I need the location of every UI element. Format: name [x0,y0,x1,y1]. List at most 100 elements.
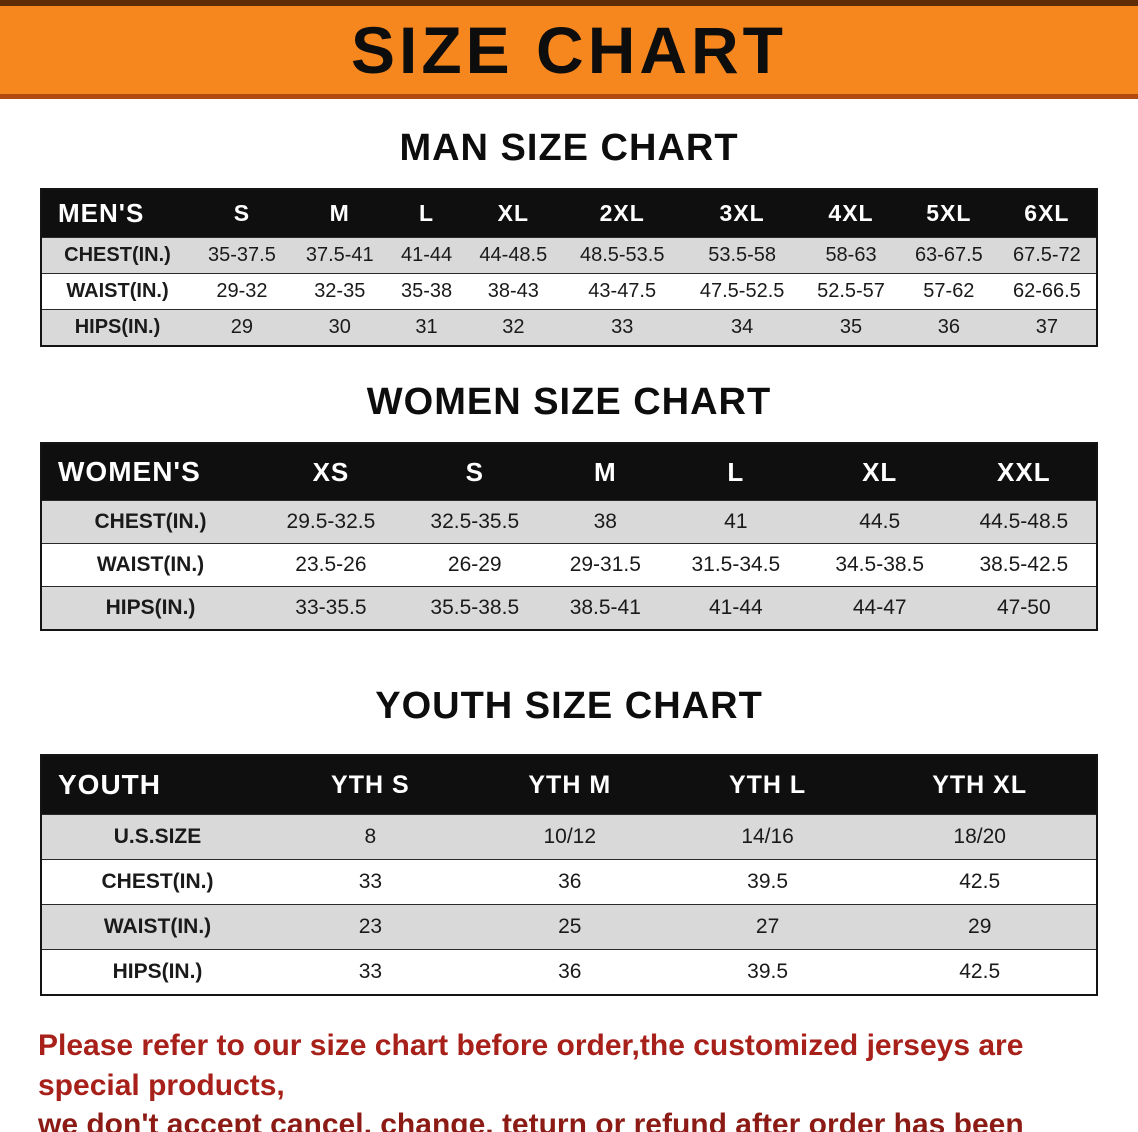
youth-header-cell: YTH M [467,755,672,815]
size-cell: 37 [1035,316,1059,338]
men-header-cell: 4XL [802,189,900,238]
size-cell: 41-44 [400,244,453,266]
size-cell: 42.5 [959,960,1001,983]
men-section: MAN SIZE CHART MEN'S S M L XL 2XL 3XL 4X… [0,127,1138,347]
page-title: SIZE CHART [351,13,787,87]
table-row: CHEST(IN.) 29.5-32.5 32.5-35.5 38 41 44.… [41,500,1097,544]
youth-size-table: YOUTH YTH S YTH M YTH L YTH XL U.S.SIZE … [40,754,1098,996]
youth-section: YOUTH SIZE CHART YOUTH YTH S YTH M YTH L… [0,685,1138,996]
size-cell: 35-37.5 [208,244,276,266]
size-cell: 41 [724,510,748,533]
size-cell: 35 [839,316,863,338]
size-cell: 63-67.5 [914,244,983,266]
youth-section-heading: YOUTH SIZE CHART [375,685,763,727]
women-header-row: WOMEN'S XS S M L XL XXL [41,443,1097,501]
size-cell: 57-62 [923,280,975,302]
size-cell: 67.5-72 [1012,244,1081,266]
men-section-heading: MAN SIZE CHART [399,127,739,169]
size-cell: 32.5-35.5 [430,510,520,533]
youth-header-cell: YTH XL [863,755,1097,815]
row-label: U.S.SIZE [113,825,202,848]
men-header-row: MEN'S S M L XL 2XL 3XL 4XL 5XL 6XL [41,189,1097,238]
disclaimer-note: Please refer to our size chart before or… [38,1026,1100,1132]
row-label: WAIST(IN.) [103,915,212,938]
men-header-cell: 6XL [997,189,1097,238]
size-cell: 29-32 [216,280,268,302]
size-cell: 33-35.5 [295,596,367,619]
size-cell: 31 [415,316,438,338]
table-row: WAIST(IN.) 23 25 27 29 [41,904,1097,950]
size-cell: 37.5-41 [305,244,374,266]
size-cell: 25 [558,915,582,938]
row-label: CHEST(IN.) [101,870,214,893]
size-cell: 32 [502,316,525,338]
row-label: WAIST(IN.) [96,553,205,576]
size-cell: 58-63 [825,244,877,266]
size-cell: 35-38 [400,280,453,302]
size-cell: 38 [593,510,617,533]
size-cell: 10/12 [543,825,597,848]
men-header-cell: L [388,189,465,238]
women-size-table: WOMEN'S XS S M L XL XXL CHEST(IN.) 29.5-… [40,442,1098,631]
size-cell: 14/16 [741,825,794,848]
men-header-label: MEN'S [41,189,193,238]
size-cell: 44.5 [859,510,901,533]
women-header-cell: S [402,443,547,501]
size-cell: 35.5-38.5 [430,596,520,619]
size-cell: 29-31.5 [569,553,641,576]
size-cell: 53.5-58 [708,244,777,266]
size-cell: 8 [364,825,377,848]
size-cell: 44-48.5 [479,244,548,266]
women-header-cell: XL [807,443,952,501]
women-section-heading: WOMEN SIZE CHART [366,381,772,423]
youth-header-cell: YTH S [273,755,468,815]
row-label: WAIST(IN.) [66,280,169,302]
women-header-cell: XXL [951,443,1097,501]
size-cell: 52.5-57 [817,280,885,302]
table-row: HIPS(IN.) 29 30 31 32 33 34 35 36 37 [41,309,1097,346]
women-header-label: WOMEN'S [41,443,259,501]
youth-header-row: YOUTH YTH S YTH M YTH L YTH XL [41,755,1097,815]
size-cell: 41-44 [709,596,763,619]
size-cell: 38.5-41 [569,596,641,619]
size-cell: 43-47.5 [588,280,657,302]
size-cell: 36 [937,316,960,338]
size-cell: 44-47 [852,596,907,619]
men-header-cell: 5XL [899,189,998,238]
size-cell: 23.5-26 [295,553,367,576]
table-row: HIPS(IN.) 33-35.5 35.5-38.5 38.5-41 41-4… [41,586,1097,630]
women-header-cell: L [663,443,808,501]
table-row: CHEST(IN.) 35-37.5 37.5-41 41-44 44-48.5… [41,237,1097,274]
row-label: HIPS(IN.) [112,960,203,983]
size-cell: 29.5-32.5 [286,510,376,533]
youth-header-label: YOUTH [41,755,273,815]
row-label: CHEST(IN.) [64,244,171,266]
women-section: WOMEN SIZE CHART WOMEN'S XS S M L XL XXL… [0,381,1138,631]
row-label: HIPS(IN.) [105,596,196,619]
size-cell: 34 [731,316,754,338]
size-cell: 47-50 [996,596,1051,619]
size-cell: 34.5-38.5 [835,553,925,576]
size-cell: 42.5 [959,870,1001,893]
youth-header-cell: YTH L [671,755,864,815]
men-header-cell: S [193,189,291,238]
men-size-table: MEN'S S M L XL 2XL 3XL 4XL 5XL 6XL CHEST… [40,188,1098,347]
size-cell: 47.5-52.5 [699,280,785,302]
size-cell: 62-66.5 [1012,280,1081,302]
size-cell: 18/20 [953,825,1006,848]
table-row: HIPS(IN.) 33 36 39.5 42.5 [41,949,1097,995]
size-cell: 33 [611,316,634,338]
women-header-cell: M [546,443,664,501]
men-header-cell: XL [464,189,563,238]
men-header-cell: 3XL [682,189,803,238]
size-cell: 38-43 [487,280,539,302]
row-label: CHEST(IN.) [94,510,207,533]
size-cell: 39.5 [747,870,789,893]
table-row: CHEST(IN.) 33 36 39.5 42.5 [41,859,1097,905]
size-cell: 48.5-53.5 [579,244,665,266]
size-cell: 29 [230,316,254,338]
size-cell: 26-29 [447,553,502,576]
table-row: WAIST(IN.) 23.5-26 26-29 29-31.5 31.5-34… [41,543,1097,587]
size-cell: 23 [358,915,383,938]
